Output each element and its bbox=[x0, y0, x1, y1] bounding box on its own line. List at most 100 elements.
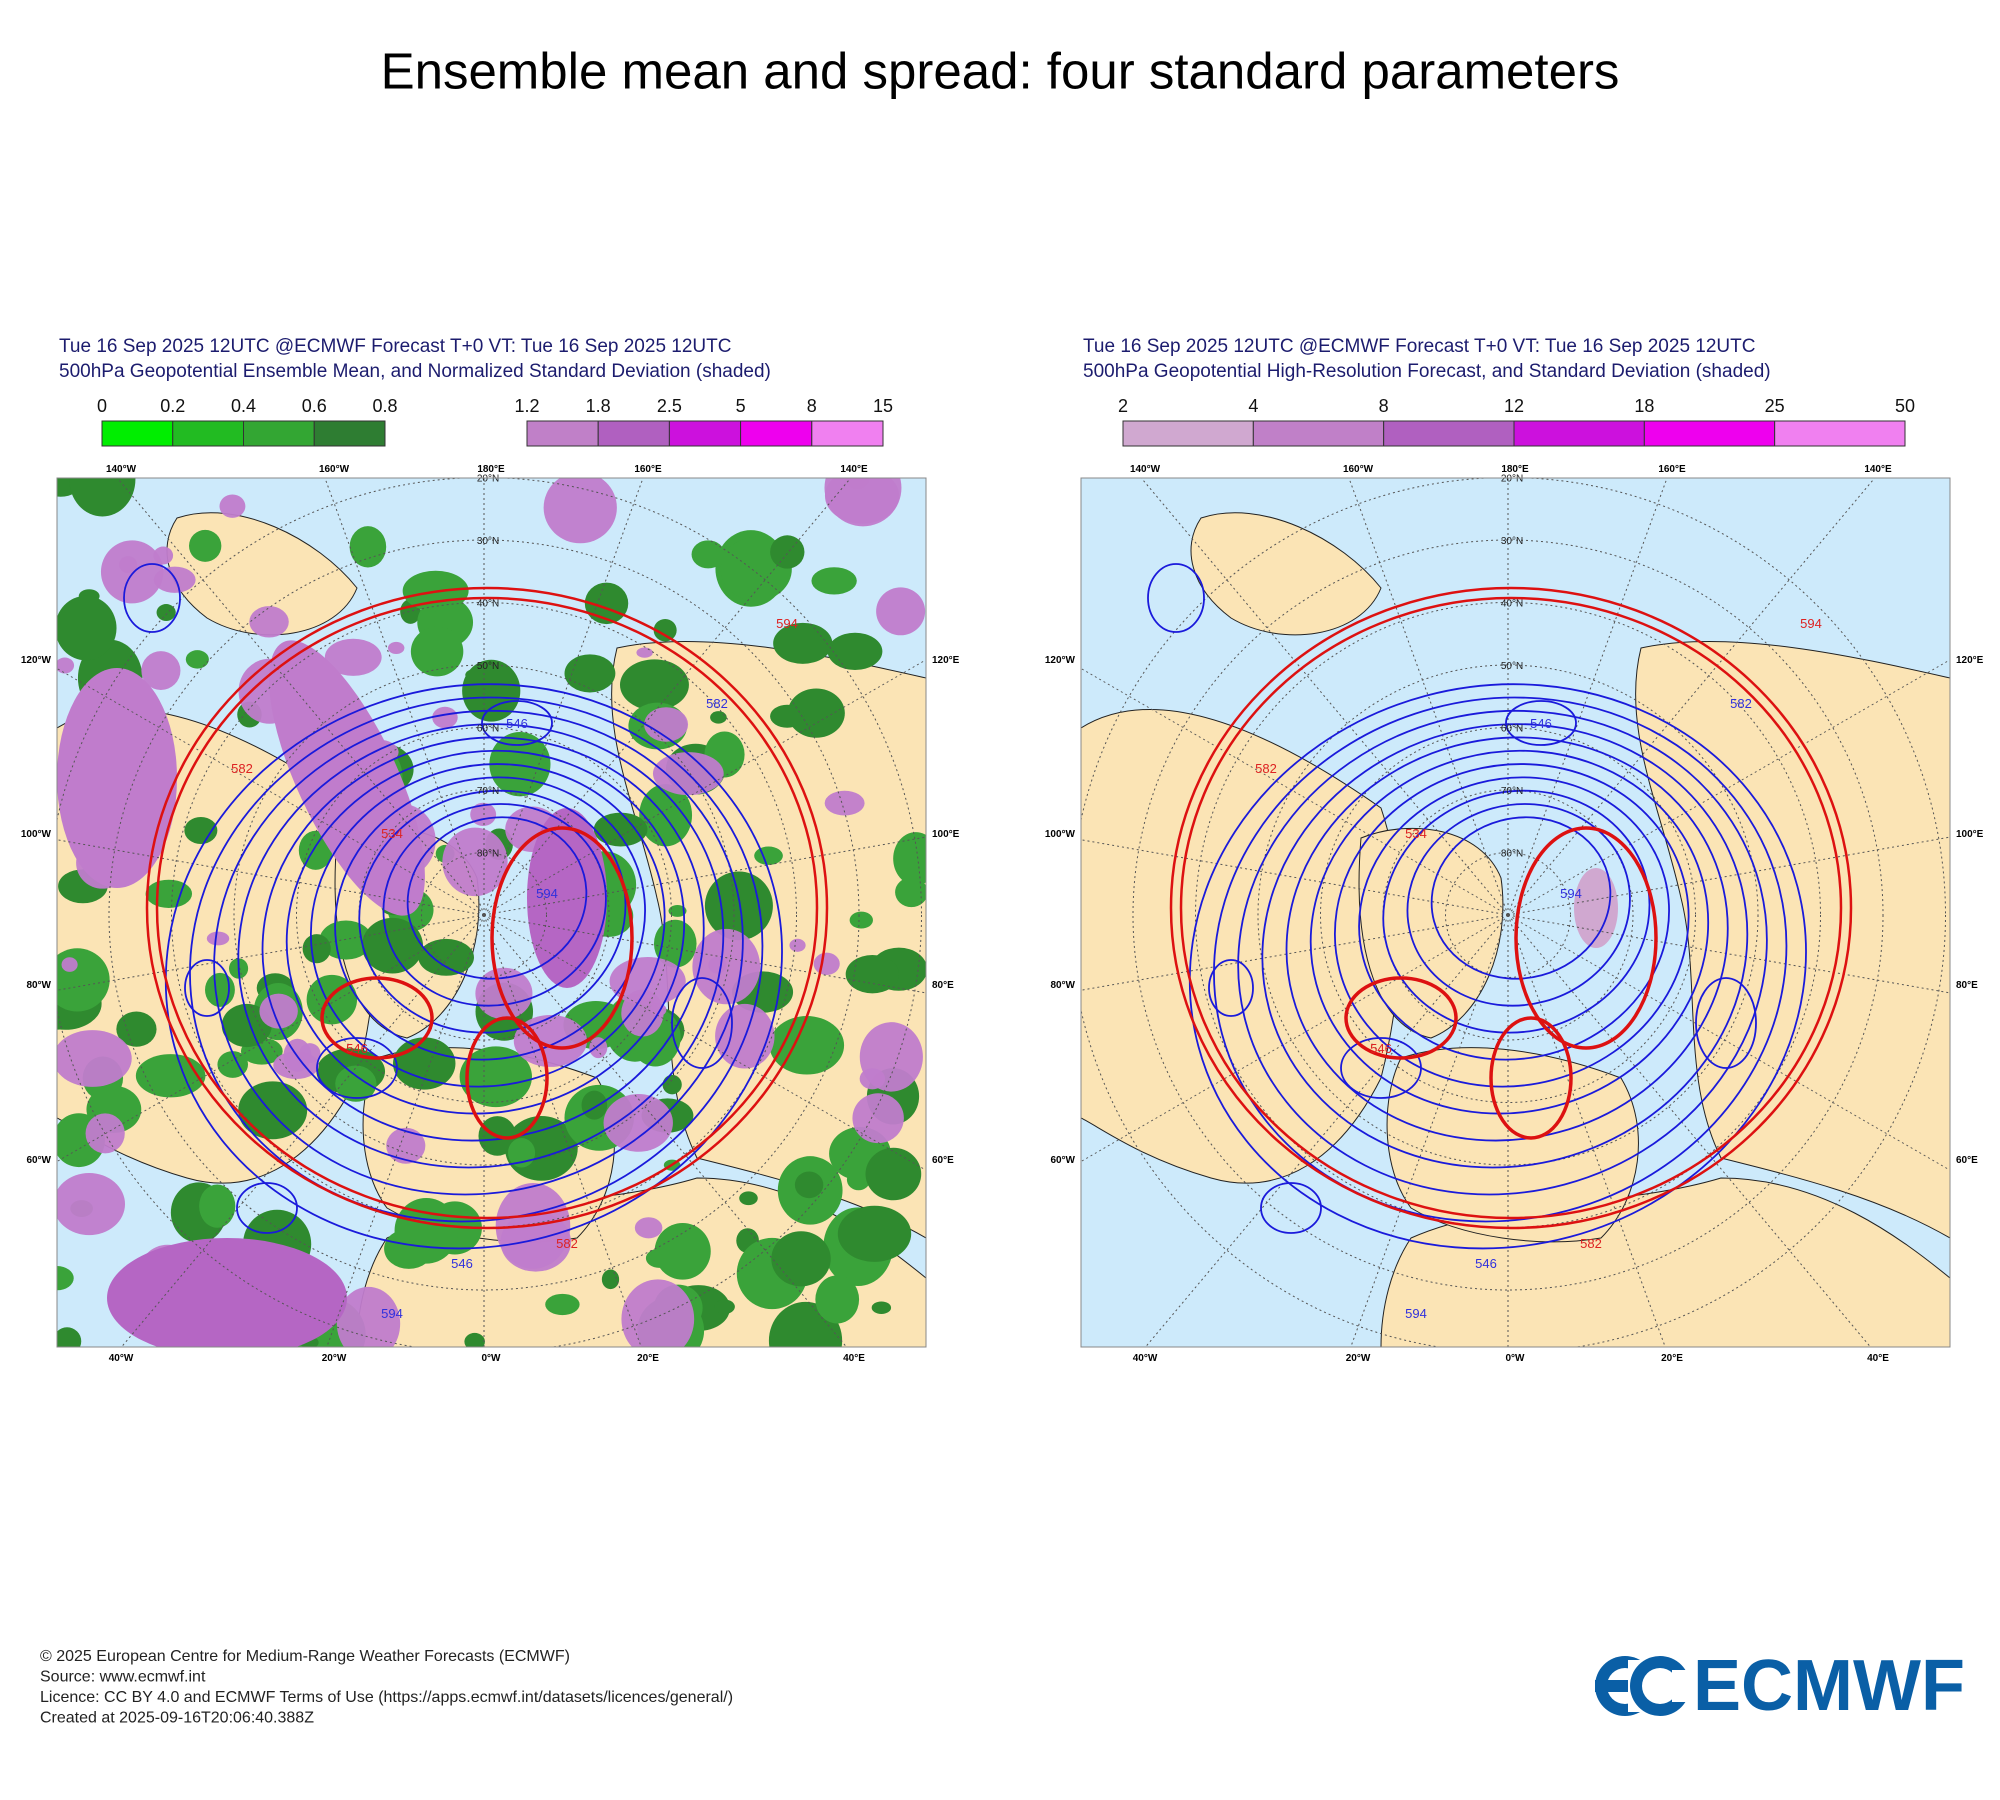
spread-purple bbox=[119, 556, 138, 574]
spread-green bbox=[893, 832, 926, 886]
legend-swatch bbox=[313, 420, 386, 447]
land bbox=[1386, 1047, 1639, 1243]
spread-green bbox=[653, 618, 677, 642]
contour-label: 594 bbox=[776, 616, 798, 631]
legend-swatch bbox=[740, 420, 813, 447]
latitude-circle bbox=[1257, 664, 1759, 1166]
height-contour-red bbox=[1179, 596, 1843, 1220]
latitude-label: 50°N bbox=[477, 661, 499, 672]
spread-purple bbox=[299, 1043, 321, 1064]
spread-purple bbox=[206, 931, 230, 946]
meridian bbox=[1507, 914, 1950, 1171]
spread-green bbox=[849, 911, 873, 929]
spread-green bbox=[57, 1266, 74, 1291]
spread-green bbox=[739, 1191, 758, 1206]
longitude-label: 160°E bbox=[1658, 464, 1686, 475]
latitude-label: 40°N bbox=[477, 599, 499, 610]
contour-label: 534 bbox=[381, 826, 403, 841]
height-contour bbox=[1695, 977, 1757, 1069]
contour-label: 594 bbox=[1560, 886, 1582, 901]
longitude-label: 0°W bbox=[482, 1353, 502, 1364]
longitude-label: 40°E bbox=[1867, 1353, 1889, 1364]
spread-green bbox=[410, 626, 464, 677]
panel-header: 500hPa Geopotential High-Resolution Fore… bbox=[1083, 361, 1771, 382]
spread-green bbox=[393, 1037, 456, 1090]
legend-label: 0.8 bbox=[372, 396, 397, 416]
latitude-label: 60°N bbox=[477, 724, 499, 735]
contour-label: 582 bbox=[1580, 1236, 1602, 1251]
spread-green bbox=[710, 711, 727, 724]
latitude-label: 80°N bbox=[1501, 849, 1523, 860]
spread-purple bbox=[859, 1022, 923, 1092]
longitude-label: 20°W bbox=[322, 1353, 347, 1364]
longitude-label: 180°E bbox=[477, 464, 505, 475]
longitude-label: 160°W bbox=[1343, 464, 1374, 475]
latitude-label: 20°N bbox=[1501, 474, 1523, 485]
legend-label: 1.2 bbox=[514, 396, 539, 416]
contour-label: 546 bbox=[506, 716, 528, 731]
spread-green bbox=[771, 1231, 831, 1287]
map-frame bbox=[1080, 477, 1951, 1348]
longitude-label: 80°W bbox=[26, 980, 51, 991]
spread-purple bbox=[1574, 868, 1618, 948]
height-contour bbox=[1147, 563, 1205, 633]
height-contour bbox=[1430, 816, 1612, 980]
spread-purple bbox=[527, 808, 607, 988]
longitude-label: 60°W bbox=[26, 1155, 51, 1166]
longitude-label: 120°E bbox=[1956, 655, 1984, 666]
page-title: Ensemble mean and spread: four standard … bbox=[381, 42, 1620, 99]
height-contour bbox=[334, 776, 646, 1061]
spread-green bbox=[205, 972, 235, 1007]
longitude-label: 80°E bbox=[1956, 980, 1978, 991]
spread-green bbox=[787, 688, 845, 738]
spread-purple bbox=[269, 640, 425, 916]
height-contour-red bbox=[1514, 826, 1658, 1050]
spread-green bbox=[871, 1301, 892, 1314]
meridian bbox=[483, 478, 644, 916]
legend-swatch bbox=[1513, 420, 1645, 447]
height-contour-red bbox=[1169, 586, 1853, 1230]
spread-green bbox=[238, 1081, 308, 1140]
legend-label: 25 bbox=[1765, 396, 1785, 416]
spread-purple bbox=[824, 478, 900, 524]
meridian bbox=[1081, 839, 1509, 916]
legend-label: 0.2 bbox=[160, 396, 185, 416]
spread-purple bbox=[141, 651, 181, 690]
spread-green bbox=[714, 1299, 735, 1314]
contour-label: 582 bbox=[556, 1236, 578, 1251]
legend-label: 15 bbox=[873, 396, 893, 416]
contour-label: 594 bbox=[1800, 616, 1822, 631]
latitude-label: 50°N bbox=[1501, 661, 1523, 672]
spread-green bbox=[654, 1222, 711, 1280]
meridian bbox=[483, 836, 926, 916]
spread-purple bbox=[249, 606, 289, 638]
longitude-label: 80°E bbox=[932, 980, 954, 991]
map-content bbox=[1081, 478, 1950, 1347]
spread-green bbox=[773, 622, 833, 664]
spread-green bbox=[184, 816, 218, 844]
spread-purple bbox=[852, 1093, 904, 1144]
height-contour bbox=[481, 700, 553, 746]
footer-line: Created at 2025-09-16T20:06:40.388Z bbox=[40, 1710, 314, 1727]
spread-purple bbox=[57, 1173, 126, 1236]
spread-green bbox=[135, 1054, 206, 1098]
spread-green bbox=[619, 659, 689, 711]
longitude-label: 60°E bbox=[932, 1155, 954, 1166]
spread-green bbox=[639, 784, 693, 847]
spread-purple bbox=[636, 647, 653, 658]
logo-text: ECMWF bbox=[1693, 1646, 1965, 1726]
contour-label: 594 bbox=[536, 886, 558, 901]
map-panel: Tue 16 Sep 2025 12UTC @ECMWF Forecast T+… bbox=[21, 336, 960, 1364]
height-contour bbox=[671, 977, 733, 1069]
spread-green bbox=[837, 1205, 912, 1262]
contour-label: 582 bbox=[706, 696, 728, 711]
spread-green bbox=[361, 917, 424, 974]
spread-purple bbox=[387, 641, 405, 654]
latitude-circle bbox=[1081, 478, 1946, 1347]
latitude-label: 40°N bbox=[1501, 599, 1523, 610]
contour-label: 546 bbox=[1530, 716, 1552, 731]
legend-label: 12 bbox=[1504, 396, 1524, 416]
legend-label: 4 bbox=[1248, 396, 1258, 416]
spread-purple bbox=[621, 1279, 695, 1347]
map-content bbox=[57, 478, 926, 1347]
